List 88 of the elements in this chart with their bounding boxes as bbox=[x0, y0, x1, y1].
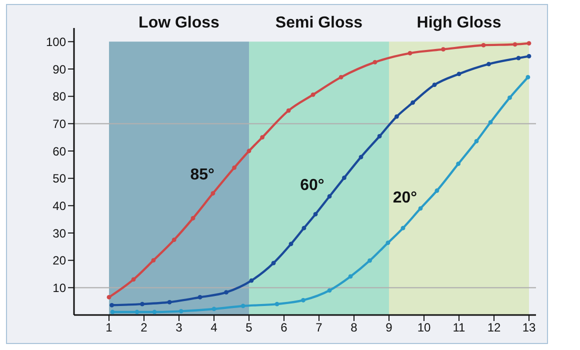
point bbox=[110, 302, 114, 308]
point bbox=[456, 72, 462, 76]
x-tick-label: 10 bbox=[417, 320, 431, 335]
point bbox=[198, 295, 202, 300]
point bbox=[224, 290, 228, 295]
point bbox=[400, 226, 406, 230]
point bbox=[240, 304, 246, 308]
point bbox=[260, 135, 264, 140]
y-tick-label: 20 bbox=[52, 254, 66, 268]
y-tick-label: 40 bbox=[52, 198, 66, 213]
point bbox=[486, 62, 491, 66]
point bbox=[516, 56, 521, 60]
point bbox=[386, 240, 390, 246]
point bbox=[508, 96, 512, 100]
point bbox=[474, 138, 479, 144]
point bbox=[172, 238, 176, 242]
point bbox=[288, 242, 294, 246]
point bbox=[526, 41, 532, 46]
y-tick-label: 50 bbox=[52, 172, 66, 186]
band-label: Low Gloss bbox=[138, 14, 220, 32]
point bbox=[152, 310, 157, 314]
point bbox=[286, 108, 291, 113]
point bbox=[178, 308, 184, 314]
point bbox=[302, 226, 306, 230]
point bbox=[327, 288, 332, 293]
x-tick-label: 12 bbox=[487, 320, 501, 335]
point bbox=[327, 194, 332, 199]
x-tick-label: 11 bbox=[452, 320, 466, 335]
point bbox=[342, 176, 346, 180]
point bbox=[249, 278, 254, 283]
x-tick-label: 8 bbox=[350, 320, 358, 335]
point bbox=[110, 310, 115, 314]
point bbox=[232, 165, 236, 170]
x-tick-label: 5 bbox=[246, 320, 253, 335]
band-label: Semi Gloss bbox=[275, 14, 363, 32]
point bbox=[481, 43, 486, 48]
point bbox=[408, 50, 412, 56]
point bbox=[441, 47, 446, 52]
x-tick-label: 9 bbox=[386, 320, 393, 335]
x-tick-label: 13 bbox=[522, 320, 536, 335]
y-tick-label: 90 bbox=[52, 62, 66, 76]
y-tick-label: 10 bbox=[52, 280, 66, 295]
x-tick-label: 3 bbox=[176, 320, 183, 335]
point bbox=[274, 302, 280, 306]
point bbox=[246, 148, 252, 154]
point bbox=[488, 120, 493, 124]
point bbox=[410, 100, 415, 105]
point bbox=[271, 260, 276, 266]
y-tick-label: 60 bbox=[52, 144, 66, 158]
band-label: High Gloss bbox=[416, 14, 502, 32]
y-tick-label: 30 bbox=[52, 226, 66, 240]
point bbox=[368, 258, 372, 263]
point bbox=[210, 191, 216, 196]
point bbox=[348, 274, 353, 279]
point bbox=[134, 310, 140, 314]
point bbox=[131, 277, 136, 282]
point bbox=[512, 42, 518, 47]
x-tick-label: 2 bbox=[140, 320, 148, 335]
point bbox=[377, 134, 382, 138]
x-tick-label: 4 bbox=[210, 320, 218, 335]
point bbox=[301, 298, 306, 302]
x-tick-label: 6 bbox=[280, 320, 288, 335]
point bbox=[310, 92, 316, 97]
point bbox=[106, 295, 112, 300]
point bbox=[456, 162, 460, 166]
point bbox=[418, 206, 423, 211]
point bbox=[526, 75, 530, 80]
point bbox=[358, 154, 364, 160]
point bbox=[167, 300, 172, 304]
point bbox=[190, 216, 196, 220]
series-label: 20° bbox=[392, 190, 418, 207]
x-tick-label: 7 bbox=[316, 320, 323, 335]
point bbox=[212, 306, 216, 312]
point bbox=[151, 258, 156, 263]
series-label: 60° bbox=[300, 176, 324, 194]
point bbox=[434, 188, 440, 193]
point bbox=[394, 114, 399, 119]
point bbox=[140, 302, 144, 306]
point bbox=[313, 212, 318, 216]
y-tick-label: 80 bbox=[52, 90, 66, 104]
point bbox=[338, 75, 344, 80]
series-label: 85° bbox=[190, 166, 214, 184]
point bbox=[526, 54, 532, 58]
point bbox=[432, 82, 437, 88]
y-tick-label: 100 bbox=[46, 34, 66, 49]
point bbox=[372, 60, 378, 64]
x-tick-label: 1 bbox=[106, 320, 113, 335]
y-tick-label: 70 bbox=[52, 116, 66, 131]
